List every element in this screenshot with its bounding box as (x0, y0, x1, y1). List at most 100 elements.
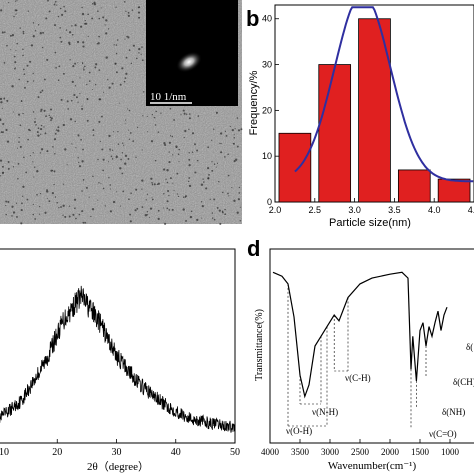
tem-particle (74, 120, 76, 123)
tem-particle (211, 161, 213, 163)
tem-particle (182, 208, 185, 211)
tem-particle (13, 15, 15, 18)
tem-particle (120, 158, 122, 161)
tem-particle (124, 119, 127, 121)
annotation-co: ν(C=O) (429, 429, 457, 439)
tem-particle (224, 130, 227, 133)
tem-particle (68, 215, 71, 218)
tem-particle (36, 131, 39, 134)
tem-particle (2, 131, 4, 133)
tem-particle (211, 139, 213, 141)
tem-particle (50, 117, 53, 120)
tem-particle (115, 71, 118, 74)
panel-d-xtick-label: 1000 (441, 447, 460, 457)
tem-particle (74, 207, 76, 210)
tem-particle (68, 31, 72, 34)
tem-particle (86, 119, 89, 122)
tem-particle (219, 222, 222, 225)
tem-particle (176, 172, 179, 175)
tem-particle (78, 213, 81, 216)
tem-particle (191, 151, 194, 153)
tem-particle (10, 49, 12, 51)
tem-particle (3, 97, 6, 100)
tem-particle (128, 198, 130, 201)
tem-particle (12, 211, 16, 214)
tem-particle (147, 131, 149, 133)
tem-particle (92, 175, 94, 177)
tem-particle (102, 16, 105, 19)
tem-particle (111, 158, 114, 160)
tem-particle (227, 153, 229, 155)
panel-c-xtick-label: 40 (171, 447, 181, 458)
tem-particle (240, 128, 243, 131)
tem-particle (16, 0, 18, 1)
tem-particle (39, 91, 42, 94)
tem-particle (39, 152, 42, 154)
tem-particle (82, 179, 85, 181)
tem-particle (11, 85, 14, 88)
tem-particle (127, 157, 130, 160)
tem-particle (38, 205, 41, 208)
tem-particle (166, 181, 169, 184)
tem-particle (233, 142, 235, 145)
tem-particle (163, 207, 165, 209)
tem-particle (43, 78, 46, 81)
tem-particle (16, 43, 18, 45)
tem-particle (9, 34, 12, 37)
tem-particle (12, 166, 15, 168)
tem-particle (180, 114, 182, 116)
tem-particle (224, 213, 227, 216)
tem-particle (190, 210, 193, 213)
tem-particle (29, 129, 31, 132)
tem-particle (86, 83, 88, 86)
panel-d-xtick-label: 4000 (261, 447, 280, 457)
tem-particle (216, 162, 218, 164)
tem-particle (22, 68, 25, 71)
tem-particle (13, 55, 16, 58)
tem-particle (46, 190, 49, 193)
tem-particle (177, 153, 180, 156)
tem-particle (209, 198, 211, 200)
tem-particle (48, 114, 51, 117)
tem-particle (108, 134, 111, 138)
tem-particle (125, 56, 128, 59)
tem-particle (37, 134, 40, 137)
tem-particle (182, 196, 185, 199)
tem-particle (21, 202, 23, 205)
tem-particle (215, 111, 218, 114)
panel-a: 10 1/nm (0, 0, 243, 225)
tem-particle (0, 9, 3, 12)
tem-particle (97, 10, 99, 12)
tem-particle (32, 35, 35, 38)
tem-particle (109, 188, 111, 190)
tem-particle (80, 138, 82, 141)
tem-particle (29, 155, 32, 157)
tem-particle (104, 24, 106, 26)
tem-particle (142, 115, 144, 117)
tem-particle (57, 126, 60, 129)
tem-particle (185, 219, 187, 222)
annotation-nh: ν(N-H) (312, 407, 338, 417)
tem-particle (215, 166, 217, 168)
tem-particle (32, 213, 35, 216)
tem-particle (130, 62, 133, 65)
histogram-bar (278, 132, 312, 203)
tem-particle (37, 96, 40, 99)
tem-particle (44, 211, 47, 214)
tem-particle (233, 134, 235, 136)
tem-particle (239, 206, 241, 208)
tem-particle (218, 180, 220, 183)
tem-particle (71, 33, 74, 36)
tem-particle (188, 180, 190, 183)
tem-particle (68, 41, 71, 44)
tem-particle (168, 209, 171, 211)
tem-particle (178, 148, 180, 151)
tem-particle (71, 25, 73, 27)
tem-particle (42, 31, 45, 34)
tem-particle (98, 17, 101, 20)
tem-particle (97, 158, 99, 161)
tem-particle (46, 150, 49, 153)
tem-particle (84, 20, 86, 22)
tem-particle (168, 141, 171, 144)
tem-particle (91, 3, 94, 5)
